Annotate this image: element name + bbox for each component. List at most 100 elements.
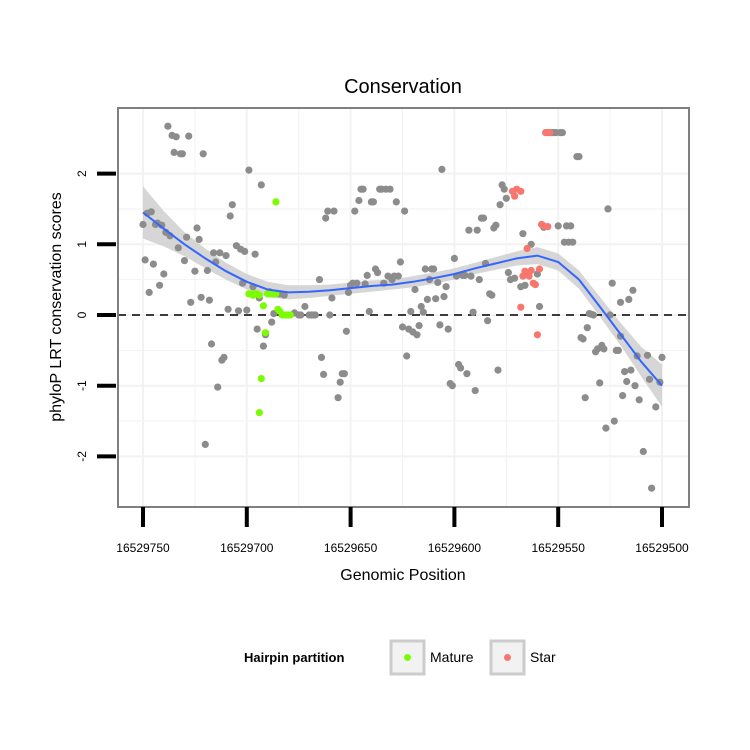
data-point-other: [147, 208, 155, 216]
data-point-other: [643, 351, 652, 359]
legend-label-star: Star: [530, 649, 556, 665]
data-point-other: [569, 238, 577, 246]
x-tick-label: 16529600: [428, 541, 482, 555]
data-point-mature: [255, 291, 263, 299]
data-point-other: [610, 417, 618, 425]
data-point-other: [575, 153, 583, 161]
data-point-other: [413, 331, 421, 339]
data-point-other: [141, 256, 149, 264]
data-point-other: [322, 214, 330, 222]
data-point-other: [500, 185, 508, 193]
data-point-other: [139, 220, 147, 229]
data-point-other: [554, 222, 562, 230]
data-point-other: [185, 132, 193, 140]
data-point-other: [149, 260, 157, 268]
data-point-other: [205, 296, 213, 304]
data-point-star: [546, 129, 554, 137]
y-tick-label: 0: [75, 311, 89, 318]
data-point-other: [160, 270, 168, 278]
data-point-other: [158, 221, 166, 229]
data-point-other: [535, 302, 544, 311]
data-point-other: [207, 340, 216, 348]
data-point-other: [430, 265, 438, 273]
y-tick-label: 2: [75, 170, 89, 177]
data-point-other: [355, 196, 363, 205]
data-point-other: [394, 272, 402, 280]
data-point-other: [317, 353, 326, 361]
data-point-other: [629, 286, 637, 294]
data-point-other: [417, 302, 425, 311]
x-tick-label: 16529750: [116, 541, 170, 555]
data-point-other: [444, 325, 452, 333]
data-point-other: [403, 352, 411, 360]
data-point-mature: [255, 409, 263, 417]
data-point-other: [330, 207, 338, 215]
data-point-other: [619, 392, 627, 400]
data-point-other: [579, 335, 587, 343]
data-point-other: [502, 194, 510, 202]
data-point-other: [326, 311, 334, 319]
panel-border: [117, 107, 690, 508]
data-point-other: [340, 370, 348, 378]
data-point-other: [411, 285, 419, 294]
data-point-other: [359, 185, 367, 193]
data-point-other: [479, 214, 488, 222]
data-point-star: [525, 272, 533, 280]
data-point-other: [259, 342, 267, 350]
data-point-other: [488, 291, 496, 299]
x-axis-title: Genomic Position: [340, 567, 465, 584]
data-point-other: [174, 244, 182, 252]
data-point-other: [268, 318, 276, 326]
data-point-other: [195, 235, 203, 243]
data-point-other: [210, 249, 218, 257]
data-point-other: [178, 150, 186, 158]
smooth-line-group: [142, 211, 663, 387]
data-point-other: [494, 366, 502, 374]
data-point-other: [658, 353, 666, 361]
data-point-mature: [257, 375, 265, 383]
data-point-other: [521, 281, 529, 289]
data-point-other: [415, 322, 423, 330]
data-point-other: [203, 266, 211, 275]
data-point-other: [484, 317, 492, 325]
data-point-other: [434, 278, 442, 287]
data-point-other: [180, 257, 189, 265]
data-point-other: [492, 221, 500, 229]
data-point-other: [602, 424, 610, 432]
data-point-other: [170, 148, 178, 156]
data-point-other: [197, 293, 205, 301]
data-point-star: [533, 331, 542, 339]
data-point-other: [257, 181, 265, 189]
data-point-other: [344, 288, 353, 296]
data-point-other: [600, 345, 608, 353]
y-axis-title: phyloP LRT conservation scores: [48, 192, 65, 421]
data-point-mature: [259, 302, 267, 310]
data-point-other: [438, 165, 446, 173]
data-point-other: [220, 353, 228, 361]
data-point-other: [645, 375, 654, 383]
data-point-other: [469, 308, 477, 316]
data-point-other: [320, 370, 328, 378]
data-point-other: [440, 293, 448, 301]
data-point-other: [183, 233, 191, 241]
data-point-other: [374, 269, 382, 277]
data-point-other: [334, 394, 342, 402]
data-point-other: [311, 311, 319, 319]
smooth-line: [142, 211, 663, 387]
data-point-other: [365, 307, 373, 316]
data-point-other: [201, 440, 209, 448]
data-point-other: [475, 276, 483, 284]
data-point-mature: [272, 290, 280, 298]
data-point-other: [369, 198, 377, 206]
data-point-other: [436, 321, 444, 329]
data-point-other: [145, 288, 153, 296]
y-tick-label: -1: [75, 380, 89, 391]
data-point-other: [639, 447, 647, 456]
data-point-other: [386, 185, 394, 193]
data-point-other: [510, 274, 519, 282]
data-point-other: [448, 382, 456, 390]
data-point-other: [604, 205, 612, 213]
data-point-other: [224, 305, 232, 313]
data-point-other: [652, 403, 660, 411]
data-point-other: [226, 212, 234, 220]
